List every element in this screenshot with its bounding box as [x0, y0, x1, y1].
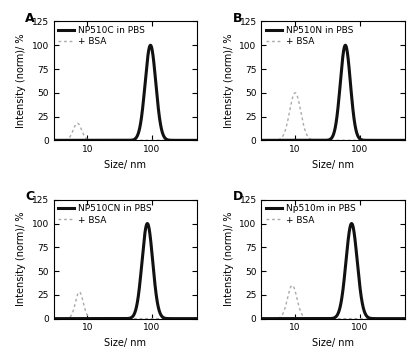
- Legend: NP510N in PBS, + BSA: NP510N in PBS, + BSA: [264, 24, 355, 48]
- Y-axis label: Intensity (norm)/ %: Intensity (norm)/ %: [224, 34, 234, 128]
- + BSA: [51, 316, 56, 321]
- + BSA: [325, 316, 330, 321]
- NP510CN in PBS: [164, 316, 169, 321]
- NP510N in PBS: [329, 136, 334, 141]
- + BSA: [372, 138, 377, 142]
- + BSA: [59, 316, 64, 321]
- + BSA: [190, 316, 195, 321]
- Np510m in PBS: [402, 316, 407, 321]
- X-axis label: Size/ nm: Size/ nm: [312, 338, 354, 348]
- + BSA: [75, 121, 80, 125]
- Np510m in PBS: [398, 316, 403, 321]
- Line: + BSA: + BSA: [54, 123, 197, 140]
- Line: NP510N in PBS: NP510N in PBS: [261, 45, 405, 140]
- Line: + BSA: + BSA: [54, 292, 197, 319]
- + BSA: [293, 91, 298, 95]
- Line: + BSA: + BSA: [261, 285, 405, 319]
- + BSA: [266, 316, 271, 321]
- Text: A: A: [25, 12, 35, 25]
- NP510N in PBS: [266, 138, 271, 142]
- + BSA: [325, 138, 330, 142]
- NP510C in PBS: [190, 138, 195, 142]
- Line: + BSA: + BSA: [261, 93, 405, 140]
- NP510CN in PBS: [190, 316, 195, 321]
- NP510C in PBS: [164, 137, 169, 141]
- NP510N in PBS: [398, 138, 403, 142]
- Np510m in PBS: [329, 316, 334, 321]
- NP510C in PBS: [190, 138, 195, 142]
- Y-axis label: Intensity (norm)/ %: Intensity (norm)/ %: [224, 212, 234, 306]
- NP510N in PBS: [402, 138, 407, 142]
- NP510C in PBS: [51, 138, 56, 142]
- + BSA: [164, 138, 169, 142]
- Np510m in PBS: [349, 221, 354, 226]
- Np510m in PBS: [259, 316, 264, 321]
- X-axis label: Size/ nm: Size/ nm: [104, 338, 146, 348]
- Line: NP510CN in PBS: NP510CN in PBS: [54, 223, 197, 319]
- NP510N in PBS: [398, 138, 403, 142]
- NP510N in PBS: [372, 138, 377, 142]
- NP510CN in PBS: [121, 316, 126, 321]
- Text: D: D: [233, 190, 243, 203]
- NP510C in PBS: [121, 138, 126, 142]
- Text: C: C: [25, 190, 34, 203]
- + BSA: [372, 316, 377, 321]
- Np510m in PBS: [325, 316, 330, 321]
- Np510m in PBS: [266, 316, 271, 321]
- Legend: NP510CN in PBS, + BSA: NP510CN in PBS, + BSA: [57, 203, 154, 226]
- + BSA: [402, 316, 407, 321]
- NP510N in PBS: [325, 138, 330, 142]
- + BSA: [398, 316, 403, 321]
- X-axis label: Size/ nm: Size/ nm: [104, 160, 146, 170]
- NP510C in PBS: [148, 43, 153, 47]
- + BSA: [290, 283, 295, 287]
- + BSA: [398, 138, 403, 142]
- NP510N in PBS: [343, 43, 348, 47]
- Y-axis label: Intensity (norm)/ %: Intensity (norm)/ %: [16, 34, 26, 128]
- + BSA: [195, 316, 199, 321]
- NP510CN in PBS: [145, 221, 150, 226]
- + BSA: [259, 138, 264, 142]
- + BSA: [117, 316, 122, 321]
- Line: Np510m in PBS: Np510m in PBS: [261, 223, 405, 319]
- NP510CN in PBS: [117, 316, 122, 321]
- NP510C in PBS: [117, 138, 122, 142]
- Y-axis label: Intensity (norm)/ %: Intensity (norm)/ %: [16, 212, 26, 306]
- NP510CN in PBS: [51, 316, 56, 321]
- + BSA: [190, 138, 195, 142]
- Np510m in PBS: [372, 316, 377, 321]
- NP510CN in PBS: [195, 316, 199, 321]
- Text: B: B: [233, 12, 242, 25]
- NP510N in PBS: [259, 138, 264, 142]
- + BSA: [117, 138, 122, 142]
- + BSA: [121, 316, 126, 321]
- + BSA: [259, 316, 264, 321]
- NP510C in PBS: [59, 138, 64, 142]
- Line: NP510C in PBS: NP510C in PBS: [54, 45, 197, 140]
- NP510CN in PBS: [190, 316, 195, 321]
- + BSA: [190, 138, 195, 142]
- Legend: NP510C in PBS, + BSA: NP510C in PBS, + BSA: [57, 24, 147, 48]
- + BSA: [398, 138, 403, 142]
- + BSA: [195, 138, 199, 142]
- NP510CN in PBS: [59, 316, 64, 321]
- + BSA: [51, 138, 56, 142]
- + BSA: [329, 316, 334, 321]
- + BSA: [266, 138, 271, 142]
- + BSA: [190, 316, 195, 321]
- X-axis label: Size/ nm: Size/ nm: [312, 160, 354, 170]
- Legend: Np510m in PBS, + BSA: Np510m in PBS, + BSA: [264, 203, 357, 226]
- + BSA: [121, 138, 126, 142]
- + BSA: [164, 316, 169, 321]
- + BSA: [398, 316, 403, 321]
- Np510m in PBS: [398, 316, 403, 321]
- + BSA: [329, 138, 334, 142]
- + BSA: [402, 138, 407, 142]
- + BSA: [59, 138, 64, 142]
- + BSA: [77, 290, 82, 294]
- NP510C in PBS: [195, 138, 199, 142]
